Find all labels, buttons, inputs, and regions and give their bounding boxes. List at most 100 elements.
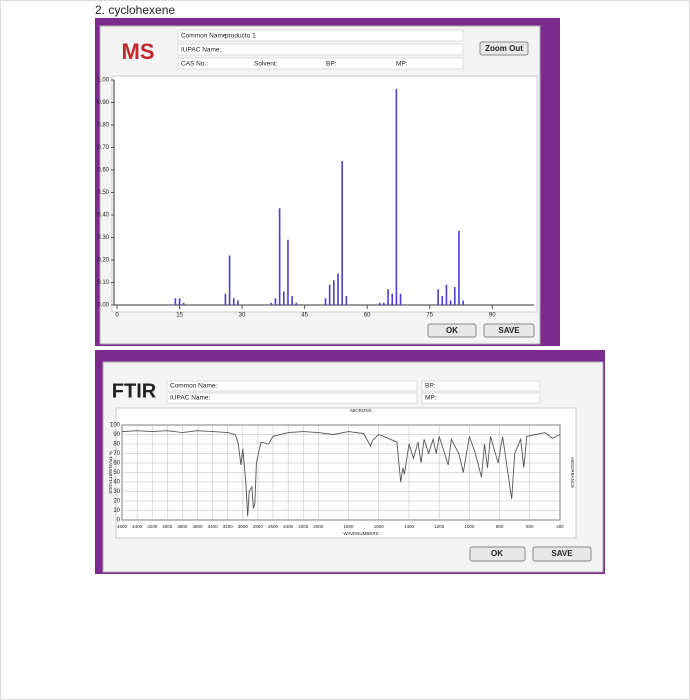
bar (274, 298, 277, 305)
bar (283, 291, 285, 305)
x-tick-label: 600 (526, 524, 534, 529)
x-tick-label: 1200 (434, 524, 445, 529)
field (177, 57, 464, 70)
x-tick-label: 1600 (374, 524, 385, 529)
x-tick-label: 90 (489, 313, 496, 319)
y-tick-label: 1.00 (97, 78, 109, 84)
button-label: OK (491, 549, 503, 558)
bar (237, 300, 239, 305)
zoom-out-button[interactable] (479, 41, 529, 56)
field (421, 380, 541, 392)
x-tick-label: 2600 (268, 524, 279, 529)
x-tick-label: 3400 (208, 524, 219, 529)
y-tick-label: 40 (113, 480, 120, 486)
bar (270, 302, 273, 305)
x-tick-label: 800 (496, 524, 504, 529)
ftir-plot (115, 407, 577, 539)
bar (228, 255, 231, 305)
x-tick-label: 4000 (162, 524, 173, 529)
label: Solvent: (254, 61, 278, 68)
x-tick-label: 2400 (283, 524, 294, 529)
y-tick-label: 0.40 (97, 213, 109, 219)
bar (449, 300, 452, 305)
bar (453, 287, 456, 305)
bar (391, 293, 394, 305)
bar (458, 230, 460, 305)
bar (232, 298, 235, 305)
y-tick-label: 0.60 (97, 168, 109, 174)
ok-button[interactable] (427, 323, 477, 338)
label: IUPAC Name: (170, 395, 211, 402)
ftir-logo: FTIR (112, 380, 157, 402)
x-tick-label: 1000 (464, 524, 475, 529)
bar (395, 89, 398, 305)
ms-plot (111, 75, 538, 313)
x-tick-label: 75 (426, 313, 433, 319)
bar (437, 289, 439, 305)
top-axis-label: MICRONS (350, 408, 371, 413)
bar (341, 161, 343, 305)
bar (383, 302, 385, 305)
y2-axis-label: ABSORBANCE (570, 457, 575, 488)
x-tick-label: 400 (556, 524, 564, 529)
bar (287, 239, 289, 305)
x-tick-label: 4400 (132, 524, 143, 529)
x-tick-label: 60 (364, 313, 371, 319)
x-tick-label: 1800 (344, 524, 355, 529)
y-tick-label: 0.30 (97, 235, 109, 241)
label: Common Name: (181, 33, 229, 40)
button-label: SAVE (498, 326, 520, 335)
y-tick-label: 0.70 (97, 145, 109, 151)
x-tick-label: 1400 (404, 524, 415, 529)
bar (291, 296, 293, 305)
x-tick-label: 0 (115, 313, 119, 319)
x-tick-label: 2000 (313, 524, 324, 529)
x-tick-label: 3200 (223, 524, 234, 529)
y-tick-label: 30 (113, 489, 120, 495)
y-tick-label: 50 (113, 470, 120, 476)
x-tick-label: 45 (301, 313, 308, 319)
bar (337, 273, 339, 305)
label: MP: (425, 395, 437, 402)
y-tick-label: 0.80 (97, 123, 109, 129)
y-tick-label: 0.00 (97, 303, 109, 309)
y-tick-label: 0.10 (97, 280, 109, 286)
y-tick-label: 90 (113, 432, 120, 438)
y-tick-label: 0.90 (97, 100, 109, 106)
x-tick-label: 4600 (117, 524, 128, 529)
ok-button[interactable] (469, 546, 526, 562)
bar (441, 296, 444, 305)
y-tick-label: 0 (117, 518, 121, 524)
x-tick-label: 4200 (147, 524, 158, 529)
field (166, 380, 418, 392)
x-tick-label: 2800 (253, 524, 264, 529)
label: IUPAC Name: (181, 47, 222, 54)
bar (328, 284, 331, 305)
y-tick-label: 60 (113, 461, 120, 467)
field (177, 29, 464, 42)
bar (324, 298, 327, 305)
y-tick-label: 20 (113, 499, 120, 505)
ms-logo: MS (122, 39, 155, 64)
field (166, 392, 418, 404)
bar (178, 298, 181, 305)
y-tick-label: 100 (110, 423, 121, 429)
save-button[interactable] (532, 546, 592, 562)
field (177, 43, 464, 56)
bar (445, 284, 448, 305)
y-tick-label: 0.20 (97, 258, 109, 264)
x-axis-label: WAVENUMBERS (343, 531, 378, 536)
y-tick-label: 0.50 (97, 190, 109, 196)
bar (378, 302, 381, 305)
y-tick-label: 70 (113, 451, 120, 457)
bar (333, 280, 335, 305)
bar (224, 293, 227, 305)
field (421, 392, 541, 404)
button-label: OK (446, 326, 458, 335)
bar (174, 298, 177, 305)
x-tick-label: 3800 (177, 524, 188, 529)
bar (387, 289, 389, 305)
label: BP: (326, 61, 337, 68)
save-button[interactable] (483, 323, 535, 338)
